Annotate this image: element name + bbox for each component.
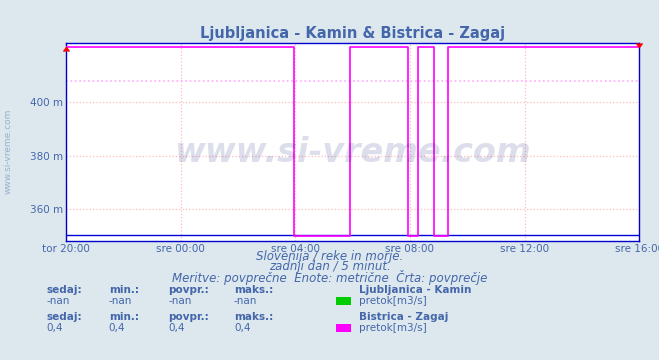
Text: povpr.:: povpr.:: [168, 285, 209, 295]
Text: -nan: -nan: [109, 296, 132, 306]
Text: Meritve: povprečne  Enote: metrične  Črta: povprečje: Meritve: povprečne Enote: metrične Črta:…: [172, 270, 487, 285]
Text: pretok[m3/s]: pretok[m3/s]: [359, 323, 427, 333]
Text: pretok[m3/s]: pretok[m3/s]: [359, 296, 427, 306]
Text: sedaj:: sedaj:: [46, 285, 82, 295]
Text: povpr.:: povpr.:: [168, 312, 209, 322]
Text: Slovenija / reke in morje.: Slovenija / reke in morje.: [256, 250, 403, 263]
Text: maks.:: maks.:: [234, 312, 273, 322]
Text: min.:: min.:: [109, 285, 139, 295]
Text: 0,4: 0,4: [109, 323, 125, 333]
Text: -nan: -nan: [234, 296, 257, 306]
Text: 0,4: 0,4: [46, 323, 63, 333]
Text: 0,4: 0,4: [168, 323, 185, 333]
Text: sedaj:: sedaj:: [46, 312, 82, 322]
Text: Ljubljanica - Kamin: Ljubljanica - Kamin: [359, 285, 472, 295]
Text: www.si-vreme.com: www.si-vreme.com: [3, 108, 13, 194]
Text: -nan: -nan: [168, 296, 191, 306]
Title: Ljubljanica - Kamin & Bistrica - Zagaj: Ljubljanica - Kamin & Bistrica - Zagaj: [200, 26, 505, 41]
Text: -nan: -nan: [46, 296, 69, 306]
Text: 0,4: 0,4: [234, 323, 250, 333]
Text: Bistrica - Zagaj: Bistrica - Zagaj: [359, 312, 449, 322]
Text: maks.:: maks.:: [234, 285, 273, 295]
Text: min.:: min.:: [109, 312, 139, 322]
Text: www.si-vreme.com: www.si-vreme.com: [174, 136, 531, 168]
Text: zadnji dan / 5 minut.: zadnji dan / 5 minut.: [269, 260, 390, 273]
